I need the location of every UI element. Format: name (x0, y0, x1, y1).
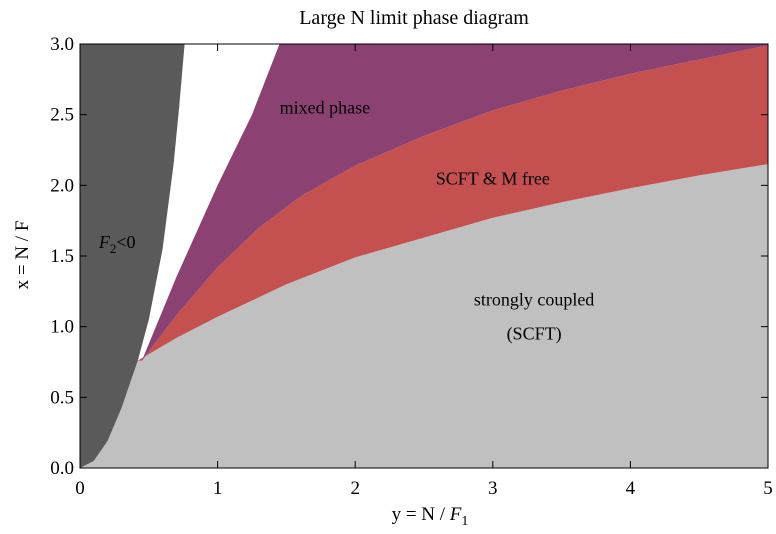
axes-layer: 0 1 2 3 4 5 0.0 0.5 1.0 1.5 2.0 2.5 3.0 (50, 34, 773, 499)
x-axis-label: y = N / F1 (392, 504, 469, 529)
region-mixed-phase (141, 44, 768, 361)
y-tick-label: 1.0 (50, 317, 74, 338)
region-f2-negative (80, 44, 185, 468)
region-strongly-coupled (80, 164, 768, 468)
label-mixed-phase: mixed phase (280, 98, 370, 118)
y-tick-label: 2.5 (50, 105, 74, 126)
x-tick-label: 1 (213, 478, 223, 499)
chart-title: Large N limit phase diagram (299, 7, 529, 29)
y-tick-label: 3.0 (50, 34, 74, 55)
label-scft: (SCFT) (507, 324, 562, 345)
y-tick-label: 1.5 (50, 246, 74, 267)
x-tick-label: 0 (75, 478, 85, 499)
x-tick-label: 3 (488, 478, 498, 499)
x-tick-label: 4 (626, 478, 636, 499)
region-layer (80, 44, 769, 468)
y-axis-label: x = N / F (12, 221, 33, 290)
label-scft-m-free: SCFT & M free (436, 168, 550, 188)
region-scft-m-free (137, 45, 769, 361)
y-tick-label: 0.5 (50, 387, 74, 408)
region-label-layer: F2<0 mixed phase SCFT & M free strongly cou… (98, 98, 594, 345)
label-f2-negative: F2<0 (98, 232, 136, 256)
x-tick-label: 5 (763, 478, 773, 499)
y-tick-label: 2.0 (50, 175, 74, 196)
y-tick-label: 0.0 (50, 458, 74, 479)
x-tick-label: 2 (350, 478, 360, 499)
label-strongly-coupled: strongly coupled (474, 290, 594, 310)
